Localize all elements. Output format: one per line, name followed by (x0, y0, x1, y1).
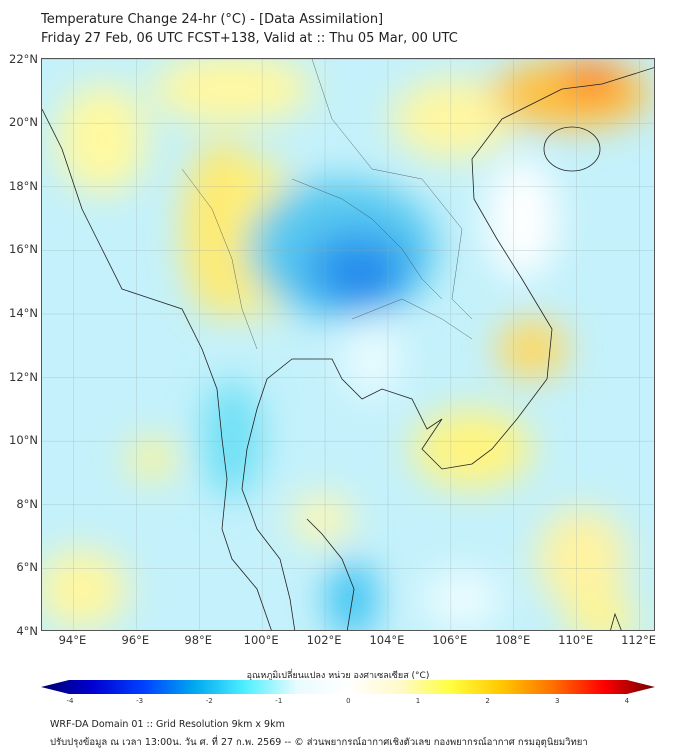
colorbar-tick-label: 4 (624, 697, 630, 705)
colorbar-tick-label: 3 (554, 697, 560, 705)
lat-tick-label: 8°N (16, 496, 38, 511)
map-subtitle: Friday 27 Feb, 06 UTC FCST+138, Valid at… (41, 31, 458, 46)
temperature-field (42, 59, 652, 630)
colorbar-tick-label: 1 (415, 697, 421, 705)
colorbar-title: อุณหภูมิเปลี่ยนแปลง หน่วย องศาเซลเซียส (… (246, 671, 430, 681)
lon-tick-label: 98°E (184, 633, 213, 647)
lon-tick-label: 108°E (495, 633, 531, 647)
colorbar-tick-label: -2 (205, 697, 213, 705)
lat-tick-label: 6°N (16, 560, 38, 575)
coastlines (42, 67, 654, 630)
lon-tick-label: 94°E (58, 633, 87, 647)
colorbar-tick-label: -3 (136, 697, 144, 705)
footer-model-info: WRF-DA Domain 01 :: Grid Resolution 9km … (50, 719, 285, 730)
footer-credit: ปรับปรุงข้อมูล ณ เวลา 13:00น. วัน ศ. ที่… (50, 737, 588, 748)
lat-tick-label: 12°N (9, 369, 38, 384)
colorbar (41, 680, 655, 694)
map-title: Temperature Change 24-hr (°C) - [Data As… (41, 12, 384, 27)
lat-tick-label: 10°N (9, 433, 38, 448)
lon-tick-label: 104°E (369, 633, 405, 647)
colorbar-tick-label: 2 (485, 697, 490, 705)
lat-tick-label: 4°N (16, 624, 38, 638)
lon-tick-label: 102°E (306, 633, 342, 647)
lon-tick-label: 106°E (432, 633, 468, 647)
country-borders (181, 59, 473, 350)
lat-tick-label: 14°N (9, 306, 38, 320)
lon-tick-label: 110°E (558, 633, 594, 647)
graticule (42, 59, 654, 630)
lat-tick-label: 22°N (9, 51, 38, 66)
lat-tick-label: 20°N (9, 115, 38, 130)
lat-tick-label: 16°N (9, 242, 38, 257)
lon-tick-label: 100°E (243, 633, 279, 647)
colorbar-tick-label: 0 (346, 697, 351, 705)
colorbar-tick-label: -1 (275, 697, 283, 705)
lon-tick-label: 112°E (621, 633, 657, 647)
lon-tick-label: 96°E (121, 633, 150, 647)
temperature-change-map (41, 58, 655, 631)
lat-tick-label: 18°N (9, 178, 38, 193)
colorbar-tick-label: -4 (66, 697, 74, 705)
